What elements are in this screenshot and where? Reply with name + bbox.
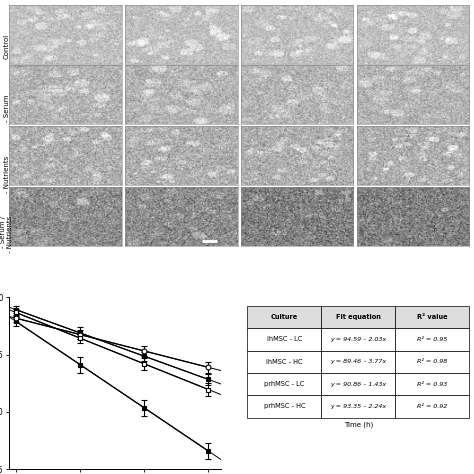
Y-axis label: Control: Control (4, 34, 9, 59)
Y-axis label: - Serum /
- Nutrients: - Serum / - Nutrients (0, 216, 13, 254)
Y-axis label: - Serum: - Serum (4, 95, 9, 122)
Y-axis label: - Nutrients: - Nutrients (4, 155, 9, 193)
Text: Time (h): Time (h) (344, 421, 373, 428)
